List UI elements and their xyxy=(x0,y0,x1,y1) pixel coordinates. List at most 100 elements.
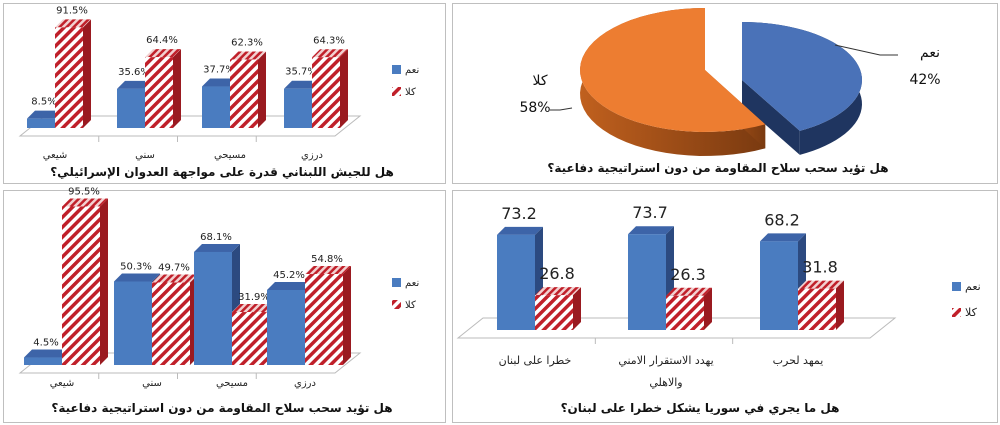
legend-swatch-yes xyxy=(392,278,401,287)
bar-yes-top xyxy=(497,226,543,235)
legend-swatch-yes xyxy=(392,65,401,74)
bar-yes-top xyxy=(628,226,674,235)
bar-yes-top xyxy=(117,80,153,89)
bar-no xyxy=(232,312,270,365)
bar-no-side xyxy=(343,266,351,365)
bar-no-side xyxy=(258,51,266,128)
bar-no-side xyxy=(836,280,844,330)
category-label: درزي xyxy=(294,378,316,389)
bar-yes-top xyxy=(284,80,320,89)
data-label: 64.3% xyxy=(313,35,345,46)
bar-yes xyxy=(284,88,312,128)
data-label: 91.5% xyxy=(56,5,88,16)
bar-no-top xyxy=(666,287,712,296)
data-label: 31.9% xyxy=(238,292,270,303)
bar-yes-top xyxy=(27,110,63,119)
bar-yes-top xyxy=(194,243,240,252)
bar-yes xyxy=(117,88,145,128)
legend-label: كلا xyxy=(965,306,978,319)
bar-yes xyxy=(497,234,535,330)
legend-swatch-no xyxy=(952,308,961,317)
bar-no-top xyxy=(152,274,198,283)
category-label: درزي xyxy=(301,150,323,161)
bar-no xyxy=(62,206,100,365)
data-label: 37.7% xyxy=(203,65,235,76)
bar-no-side xyxy=(83,19,91,129)
pie-slice-no xyxy=(580,8,766,132)
bar-no-top xyxy=(535,287,581,296)
pie-value: 42% xyxy=(909,72,940,88)
data-label: 50.3% xyxy=(120,262,152,273)
legend-swatch-no xyxy=(392,300,401,309)
bar-no-side xyxy=(100,198,108,365)
chart-title: هل تؤيد سحب سلاح المقاومة من دون استراتي… xyxy=(547,161,888,176)
bar-no xyxy=(535,295,573,330)
data-label: 54.8% xyxy=(311,254,343,265)
bar-yes xyxy=(267,289,305,365)
category-label: مسيحي xyxy=(216,378,248,389)
bar-no-top xyxy=(232,304,278,313)
category-label: شيعي xyxy=(43,150,68,161)
data-label: 68.1% xyxy=(200,232,232,243)
bar-no-top xyxy=(62,198,108,207)
legend-label: نعم xyxy=(405,278,419,289)
bar-yes-top xyxy=(114,273,160,282)
category-label: مسيحي xyxy=(214,150,246,161)
bar-yes xyxy=(114,281,152,365)
data-label: 31.8 xyxy=(802,258,838,277)
legend-swatch-no xyxy=(392,87,401,96)
category-label: شيعي xyxy=(50,378,75,389)
chart-title: هل ما يجري في سوريا يشكل خطرا على لبنان؟ xyxy=(561,401,840,416)
chart-title: هل تؤيد سحب سلاح المقاومة من دون استراتي… xyxy=(51,401,392,416)
leader-line xyxy=(550,107,573,111)
category-label: والاهلي xyxy=(649,376,682,389)
bar-yes xyxy=(202,86,230,128)
bar-no-side xyxy=(704,287,712,330)
data-label: 26.3 xyxy=(670,265,706,284)
data-label: 49.7% xyxy=(158,262,190,273)
bar-no xyxy=(55,27,83,129)
legend-label: كلا xyxy=(405,300,416,311)
bar-no-top xyxy=(230,51,266,60)
bar-yes xyxy=(194,251,232,365)
bar-yes-top xyxy=(760,233,806,242)
bar-no xyxy=(145,57,173,128)
data-label: 8.5% xyxy=(31,97,56,108)
bar-no-side xyxy=(573,287,581,330)
data-label: 35.6% xyxy=(118,67,150,78)
data-label: 35.7% xyxy=(285,67,317,78)
data-label: 4.5% xyxy=(33,338,58,349)
bar-no-top xyxy=(798,280,844,289)
pie-value: 58% xyxy=(519,100,550,116)
legend-label: نعم xyxy=(965,280,981,293)
legend-label: نعم xyxy=(405,65,419,76)
pie-label: نعم xyxy=(920,45,940,61)
leader-line xyxy=(834,44,898,56)
bar-no-top xyxy=(145,49,181,58)
data-label: 62.3% xyxy=(231,37,263,48)
bar-no-side xyxy=(340,49,348,128)
pie-slice-yes xyxy=(742,22,862,131)
category-label: يمهد لحرب xyxy=(773,354,824,367)
pie-label: كلا xyxy=(532,73,547,89)
data-label: 45.2% xyxy=(273,270,305,281)
data-label: 26.8 xyxy=(539,264,575,283)
chart-title: هل للجيش اللبناني قدرة على مواجهة العدوا… xyxy=(50,165,394,180)
bar-yes-top xyxy=(202,78,238,87)
bar-no xyxy=(152,282,190,365)
data-label: 73.7 xyxy=(632,203,668,222)
bar-yes xyxy=(24,357,62,365)
bar-yes xyxy=(760,241,798,330)
bar-no xyxy=(666,295,704,330)
bar-yes xyxy=(628,234,666,330)
category-label: سني xyxy=(142,378,162,389)
bar-no xyxy=(312,57,340,128)
bar-yes-top xyxy=(267,281,313,290)
bar-no-top xyxy=(305,266,351,275)
legend-label: كلا xyxy=(405,87,416,98)
category-label: سني xyxy=(135,150,155,161)
bar-no xyxy=(305,274,343,365)
legend-swatch-yes xyxy=(952,282,961,291)
category-label: خطرا على لبنان xyxy=(499,354,572,367)
